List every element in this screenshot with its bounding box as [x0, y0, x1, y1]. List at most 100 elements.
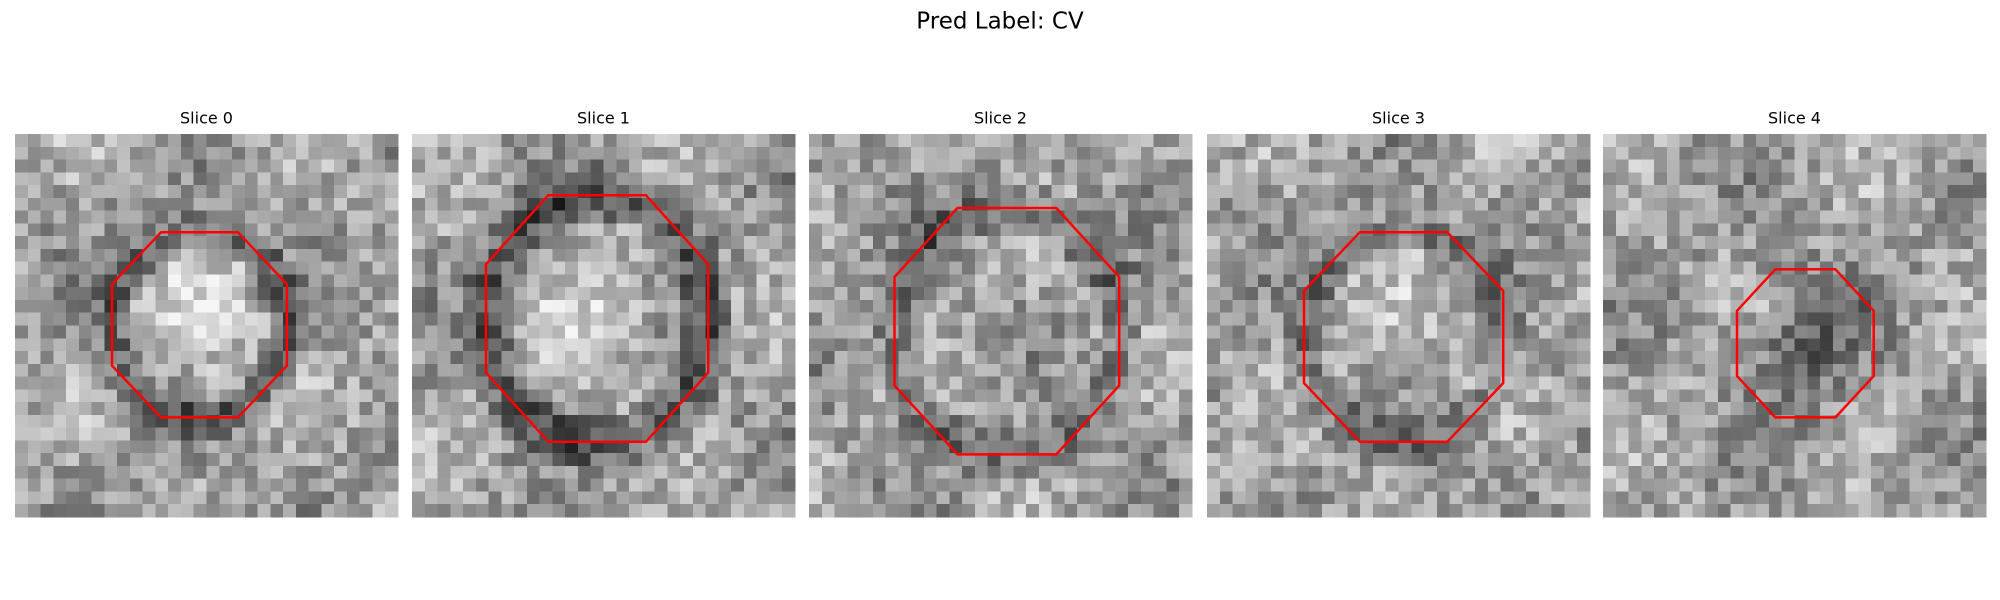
pixel [1347, 440, 1361, 454]
pixel [359, 363, 373, 378]
pixel [1564, 402, 1578, 416]
pixel [1038, 338, 1053, 352]
pixel [346, 261, 361, 275]
pixel [244, 159, 259, 173]
pixel [1947, 159, 1961, 173]
pixel [1896, 427, 1910, 441]
pixel [539, 146, 553, 161]
pixel [488, 338, 502, 352]
pixel [1641, 146, 1655, 161]
pixel [206, 197, 220, 212]
pixel [1896, 172, 1910, 186]
pixel [962, 210, 976, 224]
pixel [424, 236, 439, 250]
pixel [1947, 363, 1961, 378]
pixel [872, 248, 887, 263]
pixel [1564, 159, 1578, 173]
pixel [834, 134, 848, 148]
pixel [692, 312, 707, 326]
pixel [1896, 261, 1910, 275]
pixel [936, 363, 950, 378]
pixel [1603, 504, 1617, 518]
pixel [1026, 210, 1040, 224]
pixel [1487, 453, 1502, 467]
pixel [232, 134, 246, 148]
pixel [1102, 491, 1116, 505]
pixel [219, 261, 233, 275]
pixel [27, 134, 42, 148]
pixel [1526, 504, 1540, 518]
pixel [283, 440, 297, 454]
pixel [809, 465, 823, 480]
pixel [1013, 312, 1027, 326]
pixel [1309, 223, 1323, 237]
pixel [731, 274, 745, 288]
pixel [1883, 223, 1898, 237]
pixel [782, 440, 796, 454]
pixel [1871, 236, 1885, 250]
pixel [1768, 338, 1783, 352]
pixel [1026, 478, 1040, 492]
pixel [616, 236, 630, 250]
pixel [1038, 351, 1053, 365]
pixel [1153, 338, 1167, 352]
pixel [1089, 172, 1104, 186]
pixel [1232, 376, 1246, 390]
pixel [1219, 478, 1234, 492]
pixel [142, 491, 156, 505]
pixel [1153, 414, 1167, 429]
pixel [1641, 185, 1655, 199]
pixel [1245, 236, 1259, 250]
pixel [539, 172, 553, 186]
pixel [1051, 248, 1065, 263]
pixel [232, 325, 246, 339]
pixel [1258, 236, 1272, 250]
pixel [257, 274, 271, 288]
pixel [1309, 261, 1323, 275]
pixel [1089, 414, 1104, 429]
pixel [974, 465, 989, 480]
pixel [1794, 287, 1808, 301]
pixel [1089, 261, 1104, 275]
pixel [1000, 274, 1014, 288]
pixel [142, 440, 156, 454]
pixel [1858, 146, 1872, 161]
pixel [1768, 363, 1783, 378]
pixel [743, 440, 758, 454]
pixel [104, 172, 118, 186]
pixel [244, 236, 259, 250]
pixel [1462, 274, 1476, 288]
pixel [1768, 351, 1783, 365]
pixel [1207, 248, 1221, 263]
pixel [1934, 351, 1949, 365]
pixel [180, 185, 195, 199]
pixel [1219, 389, 1234, 403]
pixel [603, 312, 617, 326]
pixel [1615, 312, 1630, 326]
pixel [1820, 248, 1834, 263]
pixel [501, 376, 515, 390]
pixel [962, 453, 976, 467]
pixel [603, 351, 617, 365]
pixel [1436, 325, 1451, 339]
pixel [1462, 465, 1476, 480]
pixel [539, 299, 553, 314]
pixel [346, 491, 361, 505]
pixel [962, 402, 976, 416]
pixel [962, 325, 976, 339]
pixel [1436, 185, 1451, 199]
slice-panel: Slice 1 [412, 109, 796, 518]
pixel [1692, 223, 1706, 237]
pixel [283, 427, 297, 441]
pixel [1871, 274, 1885, 288]
pixel [1166, 261, 1180, 275]
pixel [962, 223, 976, 237]
pixel [1487, 248, 1502, 263]
pixel [15, 389, 29, 403]
pixel [769, 491, 783, 505]
pixel [514, 402, 528, 416]
pixel [809, 134, 823, 148]
slice-title: Slice 2 [974, 109, 1027, 128]
pixel [1140, 261, 1155, 275]
pixel [539, 223, 553, 237]
